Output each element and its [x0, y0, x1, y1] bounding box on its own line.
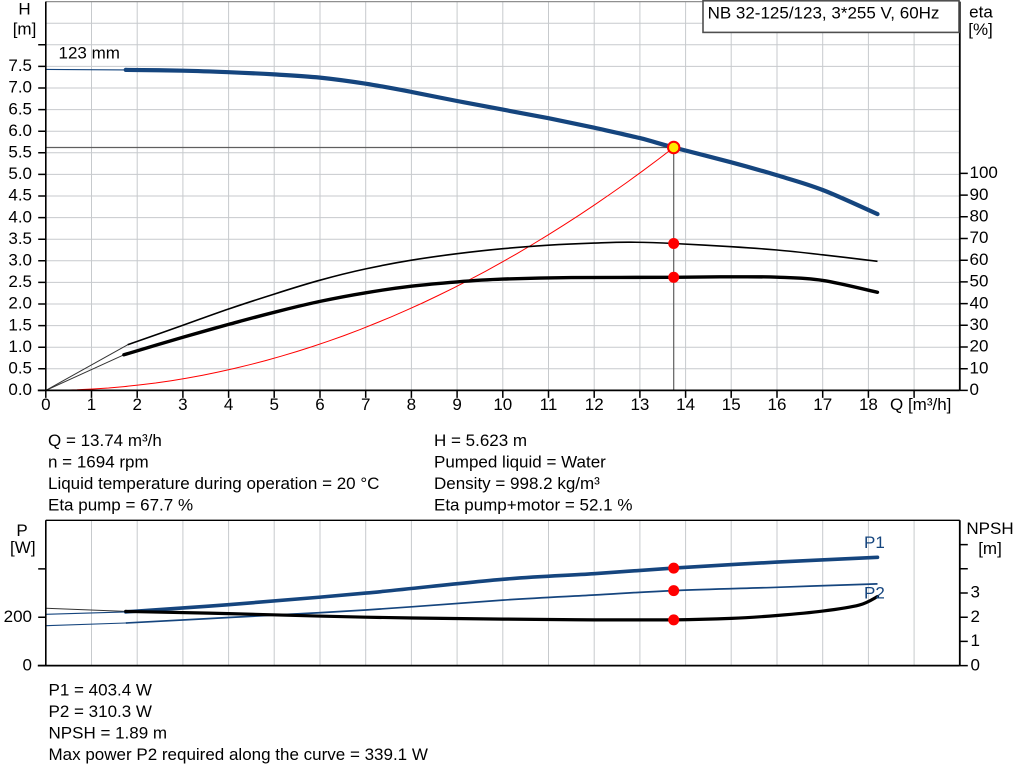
svg-text:80: 80 [970, 207, 989, 226]
svg-text:13: 13 [630, 395, 649, 414]
svg-text:2: 2 [971, 607, 980, 626]
svg-text:5.0: 5.0 [8, 164, 32, 183]
svg-text:Eta pump = 67.7 %: Eta pump = 67.7 % [48, 496, 193, 515]
svg-text:Q [m³/h]: Q [m³/h] [890, 395, 951, 414]
svg-text:P2 = 310.3 W: P2 = 310.3 W [49, 702, 152, 721]
svg-text:200: 200 [4, 607, 32, 626]
svg-text:H: H [18, 0, 30, 19]
svg-text:17: 17 [813, 395, 832, 414]
svg-text:7.5: 7.5 [8, 56, 32, 75]
svg-text:2.0: 2.0 [8, 294, 32, 313]
svg-text:3: 3 [971, 583, 980, 602]
svg-text:[W]: [W] [10, 538, 36, 557]
svg-text:[m]: [m] [13, 19, 37, 38]
svg-text:10: 10 [970, 358, 989, 377]
svg-text:0: 0 [971, 655, 980, 674]
svg-text:40: 40 [970, 293, 989, 312]
svg-text:30: 30 [970, 315, 989, 334]
svg-text:Liquid temperature during oper: Liquid temperature during operation = 20… [48, 474, 379, 493]
svg-text:Eta pump+motor = 52.1 %: Eta pump+motor = 52.1 % [434, 496, 632, 515]
svg-text:10: 10 [493, 395, 512, 414]
svg-text:1: 1 [971, 631, 980, 650]
svg-text:NB 32-125/123, 3*255 V, 60Hz: NB 32-125/123, 3*255 V, 60Hz [708, 3, 940, 22]
svg-text:NPSH = 1.89 m: NPSH = 1.89 m [49, 723, 168, 742]
svg-text:9: 9 [452, 395, 461, 414]
svg-text:7.0: 7.0 [8, 78, 32, 97]
svg-text:7: 7 [361, 395, 370, 414]
svg-text:20: 20 [970, 337, 989, 356]
svg-text:100: 100 [970, 163, 998, 182]
svg-text:8: 8 [407, 395, 416, 414]
svg-text:NPSH: NPSH [966, 519, 1013, 538]
svg-text:0.5: 0.5 [8, 359, 32, 378]
svg-text:2: 2 [132, 395, 141, 414]
svg-text:2.5: 2.5 [8, 272, 32, 291]
svg-text:1: 1 [87, 395, 96, 414]
svg-text:eta: eta [969, 3, 993, 22]
svg-text:3.5: 3.5 [8, 229, 32, 248]
svg-text:0: 0 [970, 380, 979, 399]
svg-text:11: 11 [540, 395, 558, 414]
svg-text:50: 50 [970, 272, 989, 291]
svg-text:18: 18 [859, 395, 878, 414]
svg-text:16: 16 [768, 395, 787, 414]
svg-text:0: 0 [41, 395, 50, 414]
svg-text:1.5: 1.5 [8, 315, 32, 334]
svg-text:12: 12 [585, 395, 604, 414]
svg-text:n = 1694 rpm: n = 1694 rpm [48, 453, 149, 472]
svg-text:4.5: 4.5 [8, 186, 32, 205]
svg-text:6: 6 [315, 395, 324, 414]
svg-text:P1: P1 [864, 533, 885, 552]
svg-text:P1 = 403.4 W: P1 = 403.4 W [49, 680, 152, 699]
svg-text:5: 5 [269, 395, 278, 414]
svg-text:4: 4 [224, 395, 233, 414]
svg-text:6.0: 6.0 [8, 121, 32, 140]
svg-text:P: P [16, 521, 27, 540]
svg-text:1.0: 1.0 [8, 337, 32, 356]
svg-text:70: 70 [970, 228, 989, 247]
svg-text:3.0: 3.0 [8, 251, 32, 270]
svg-text:0.0: 0.0 [8, 380, 32, 399]
svg-text:90: 90 [970, 185, 989, 204]
svg-text:0: 0 [23, 655, 32, 674]
svg-text:H = 5.623 m: H = 5.623 m [434, 431, 527, 450]
svg-text:Q = 13.74 m³/h: Q = 13.74 m³/h [48, 431, 162, 450]
svg-text:123 mm: 123 mm [59, 43, 120, 62]
svg-text:3: 3 [178, 395, 187, 414]
svg-text:[m]: [m] [978, 539, 1002, 558]
svg-text:60: 60 [970, 250, 989, 269]
svg-text:Density = 998.2 kg/m³: Density = 998.2 kg/m³ [434, 474, 600, 493]
svg-text:[%]: [%] [968, 20, 993, 39]
svg-text:4.0: 4.0 [8, 207, 32, 226]
svg-text:15: 15 [722, 395, 741, 414]
svg-text:P2: P2 [864, 584, 885, 603]
svg-text:Pumped liquid = Water: Pumped liquid = Water [434, 453, 606, 472]
svg-text:5.5: 5.5 [8, 143, 32, 162]
svg-text:6.5: 6.5 [8, 99, 32, 118]
svg-text:14: 14 [676, 395, 695, 414]
svg-text:Max power P2 required along th: Max power P2 required along the curve = … [49, 745, 428, 764]
